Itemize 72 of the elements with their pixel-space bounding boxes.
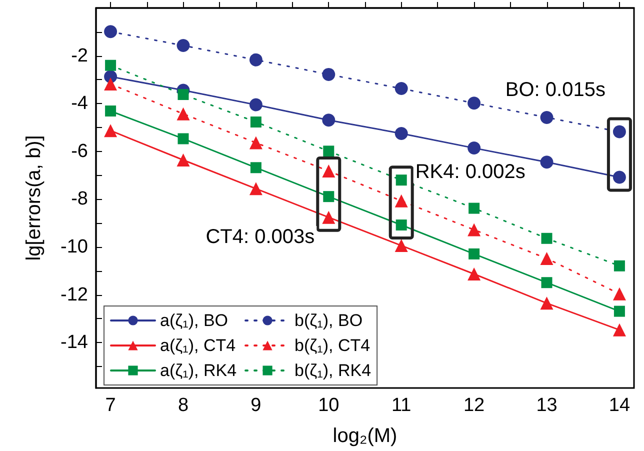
point (394, 194, 408, 208)
point (468, 223, 481, 236)
point (105, 60, 116, 71)
point (250, 116, 262, 128)
x-tick-label: 13 (536, 395, 558, 416)
point (104, 78, 118, 90)
legend-label: b(ζ₁), BO (294, 311, 363, 330)
point (468, 202, 480, 214)
x-tick-label: 12 (463, 395, 485, 416)
point (104, 25, 118, 38)
point (396, 220, 407, 231)
point (323, 146, 334, 157)
x-tick-label: 10 (318, 395, 340, 416)
point (612, 125, 626, 138)
y-tick-label: -4 (71, 93, 88, 114)
point (323, 191, 334, 202)
point (396, 174, 407, 186)
annotation: BO: 0.015s (505, 78, 606, 101)
point (541, 277, 552, 288)
point (468, 96, 481, 110)
point (468, 248, 480, 260)
point (468, 268, 481, 280)
x-axis-title: log₂(M) (332, 425, 398, 447)
point (614, 260, 625, 272)
point (249, 53, 262, 66)
point (540, 110, 554, 124)
annotation: CT4: 0.003s (206, 226, 315, 248)
legend-label: b(ζ₁), CT4 (294, 336, 370, 355)
point (178, 89, 189, 100)
y-tick-label: -8 (71, 188, 88, 210)
point (468, 142, 481, 155)
point (322, 164, 336, 178)
x-tick-label: 14 (608, 395, 630, 416)
point (249, 136, 262, 150)
legend-label: a(ζ₁), RK4 (160, 361, 237, 380)
point (612, 287, 626, 300)
point (540, 252, 554, 265)
point (322, 68, 336, 81)
point (178, 133, 189, 144)
point (250, 162, 262, 174)
legend-label: b(ζ₁), RK4 (294, 361, 372, 380)
point (394, 239, 408, 252)
point (322, 114, 336, 127)
x-tick-label: 11 (391, 395, 412, 416)
point (176, 107, 190, 120)
point (249, 98, 262, 112)
point (105, 106, 116, 117)
point (540, 156, 554, 169)
point (394, 126, 408, 140)
point (176, 154, 190, 166)
point (614, 306, 625, 317)
y-tick-label: -6 (71, 140, 88, 162)
point (176, 39, 190, 52)
x-tick-label: 8 (178, 395, 189, 416)
y-axis-title: lg[errors(a, b)] (23, 135, 45, 261)
legend-label: a(ζ₁), BO (160, 311, 228, 330)
point (612, 323, 626, 336)
annotation: RK4: 0.002s (415, 161, 526, 184)
y-tick-label: -10 (60, 236, 88, 258)
point (540, 296, 554, 310)
point (249, 182, 262, 196)
point (394, 82, 408, 96)
x-tick-label: 9 (250, 395, 262, 416)
y-tick-label: -14 (60, 332, 88, 354)
legend-label: a(ζ₁), CT4 (160, 336, 236, 355)
point (104, 124, 118, 138)
point (541, 232, 552, 244)
point (612, 170, 626, 184)
x-tick-label: 7 (105, 395, 116, 416)
point (322, 210, 336, 224)
y-tick-label: -12 (60, 284, 88, 306)
y-tick-label: -2 (71, 45, 88, 66)
